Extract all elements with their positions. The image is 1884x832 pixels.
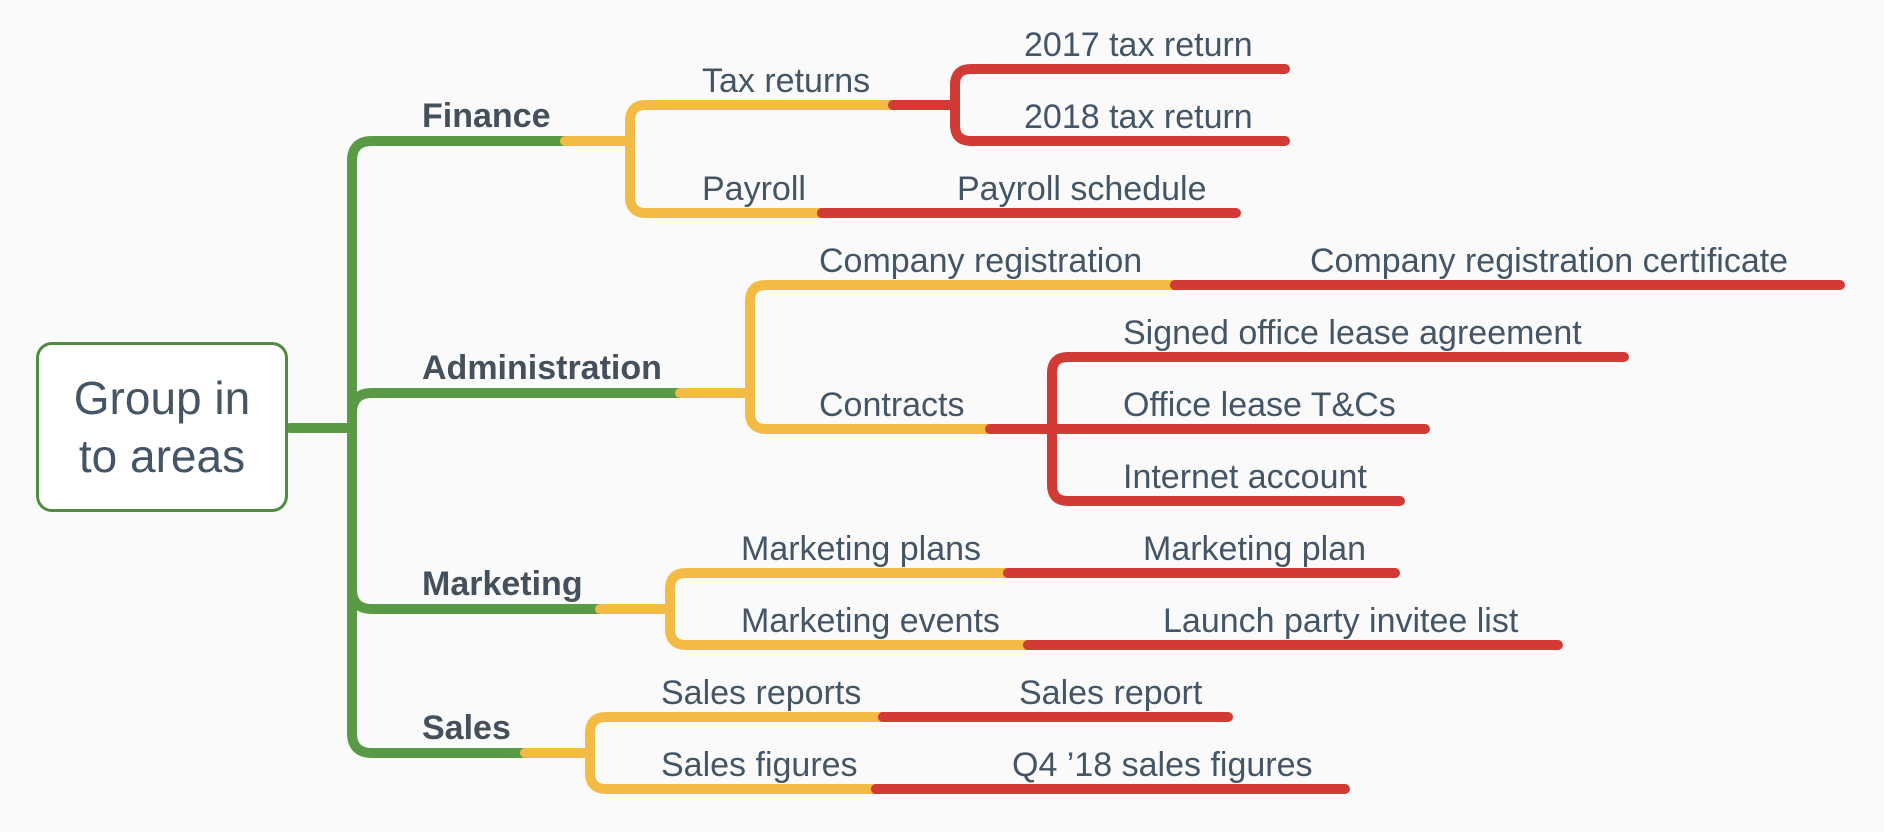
tax-returns-leaf-1: [950, 120, 1290, 146]
topic-tax-returns[interactable]: Tax returns: [702, 62, 871, 100]
leaf-internet-account[interactable]: Internet account: [1123, 458, 1367, 496]
branch-sales[interactable]: Sales: [422, 709, 511, 747]
branch-finance[interactable]: Finance: [422, 97, 551, 135]
contracts-leaf-2: [1047, 480, 1405, 506]
administration-topic-0: [745, 280, 1180, 306]
topic-contracts[interactable]: Contracts: [819, 386, 965, 424]
finance-topic-1: [625, 192, 827, 218]
contracts-leaf-0: [1047, 352, 1629, 378]
central-topic[interactable]: Group in to areas: [36, 342, 288, 512]
topic-marketing-plans[interactable]: Marketing plans: [741, 530, 982, 568]
branch-line-3: [347, 728, 540, 758]
leaf-marketing-plan[interactable]: Marketing plan: [1143, 530, 1367, 568]
topic-marketing-events[interactable]: Marketing events: [741, 602, 1000, 640]
leaf-signed-office-lease-agreement[interactable]: Signed office lease agreement: [1123, 314, 1582, 352]
leaf-q4-18-sales-figures[interactable]: Q4 ’18 sales figures: [1012, 746, 1313, 784]
topic-sales-reports[interactable]: Sales reports: [661, 674, 862, 712]
branch-administration[interactable]: Administration: [422, 349, 662, 387]
topic-payroll[interactable]: Payroll: [702, 170, 806, 208]
leaf-2017-tax-return[interactable]: 2017 tax return: [1024, 26, 1253, 64]
leaf-company-registration-certificate[interactable]: Company registration certificate: [1310, 242, 1789, 280]
sales-topic-1: [585, 768, 881, 794]
marketing-topic-1: [665, 624, 1033, 650]
topic-company-registration[interactable]: Company registration: [819, 242, 1143, 280]
branch-marketing[interactable]: Marketing: [422, 565, 583, 603]
marketing-topic-0: [665, 568, 1013, 594]
tax-returns-leaf-0: [950, 64, 1290, 90]
sales-topic-0: [585, 712, 888, 738]
leaf-2018-tax-return[interactable]: 2018 tax return: [1024, 98, 1253, 136]
branch-line-1: [347, 388, 695, 418]
leaf-sales-report[interactable]: Sales report: [1019, 674, 1203, 712]
central-topic-label: Group in to areas: [73, 372, 251, 482]
topic-sales-figures[interactable]: Sales figures: [661, 746, 858, 784]
branch-line-0: [347, 136, 580, 166]
leaf-office-lease-tcs[interactable]: Office lease T&Cs: [1123, 386, 1396, 424]
leaf-payroll-schedule[interactable]: Payroll schedule: [957, 170, 1207, 208]
leaf-launch-party-invitee-list[interactable]: Launch party invitee list: [1163, 602, 1519, 640]
finance-topic-0: [625, 100, 898, 126]
administration-topic-1: [745, 408, 995, 434]
branch-line-2: [347, 584, 615, 614]
